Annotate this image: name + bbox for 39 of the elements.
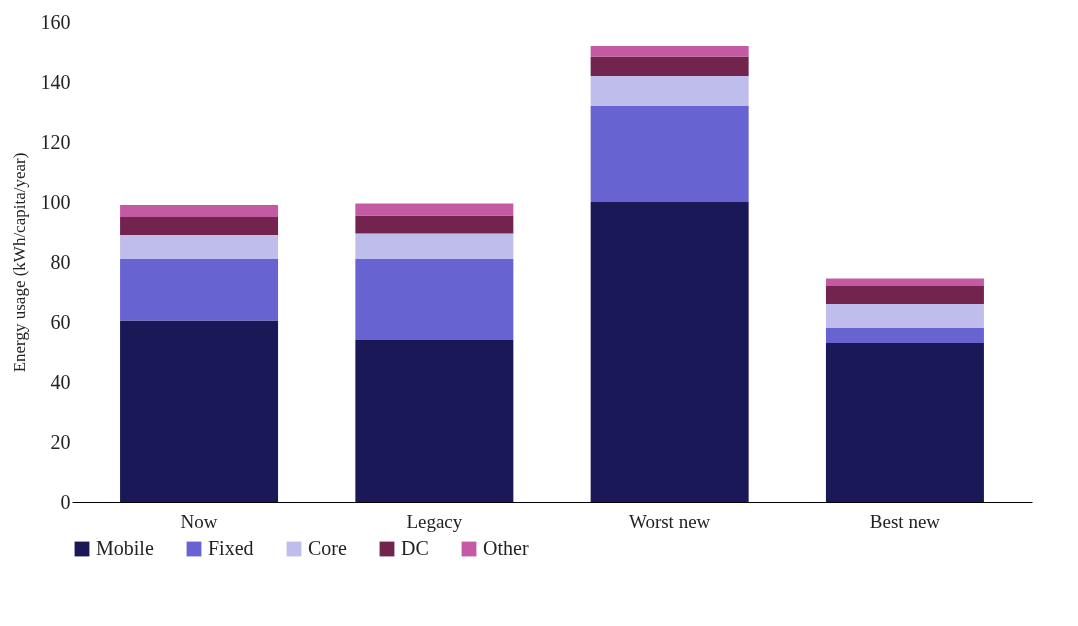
y-tick-label: 100 bbox=[40, 190, 71, 213]
bar bbox=[590, 56, 749, 76]
y-tick-label: 120 bbox=[40, 130, 71, 153]
y-tick-label: 140 bbox=[40, 70, 71, 93]
x-tick-label: Now bbox=[180, 510, 218, 532]
y-tick-label: 80 bbox=[50, 250, 71, 273]
y-axis-title: Energy usage (kWh/capita/year) bbox=[9, 152, 29, 373]
bar bbox=[120, 235, 279, 259]
bar bbox=[825, 278, 984, 286]
bar bbox=[590, 76, 749, 106]
bar bbox=[355, 259, 514, 340]
legend-label: DC bbox=[401, 537, 429, 559]
y-tick-label: 20 bbox=[50, 430, 71, 453]
x-tick-label: Worst new bbox=[628, 510, 711, 532]
legend-label: Fixed bbox=[208, 537, 254, 559]
bar bbox=[120, 320, 279, 502]
y-tick-label: 60 bbox=[50, 310, 71, 333]
x-tick-label: Legacy bbox=[406, 510, 463, 532]
y-tick-label: 160 bbox=[40, 10, 71, 33]
bar bbox=[590, 106, 749, 202]
legend-label: Other bbox=[483, 537, 529, 559]
bar bbox=[120, 259, 279, 321]
bar bbox=[355, 203, 514, 216]
y-tick-label: 40 bbox=[50, 370, 71, 393]
bar bbox=[825, 343, 984, 502]
bar bbox=[120, 205, 279, 217]
bar bbox=[825, 328, 984, 343]
bar bbox=[355, 215, 514, 234]
legend-label: Mobile bbox=[96, 537, 154, 559]
bar bbox=[120, 217, 279, 235]
bar bbox=[825, 304, 984, 328]
bar bbox=[590, 202, 749, 502]
legend-label: Core bbox=[308, 537, 347, 559]
x-tick-label: Best new bbox=[869, 510, 941, 532]
y-tick-label: 0 bbox=[60, 490, 71, 513]
bar bbox=[825, 286, 984, 304]
bar bbox=[355, 340, 514, 502]
bar bbox=[355, 233, 514, 259]
bar bbox=[590, 46, 749, 57]
